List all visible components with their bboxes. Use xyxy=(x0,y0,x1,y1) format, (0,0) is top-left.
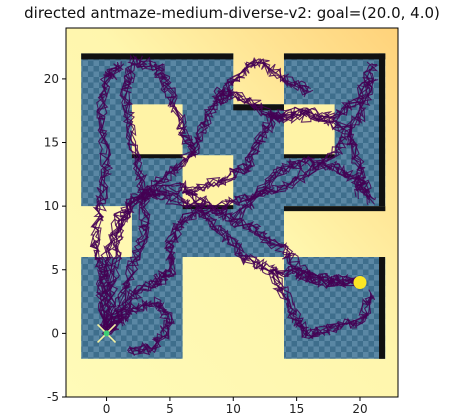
trajectory-line xyxy=(231,157,369,221)
trajectory-series xyxy=(89,54,379,357)
y-tick-label: 0 xyxy=(51,326,59,340)
x-tick-label: 15 xyxy=(289,402,304,416)
maze-wall-shadow xyxy=(81,53,234,60)
x-tick-label: 5 xyxy=(166,402,174,416)
y-tick-label: -5 xyxy=(47,390,59,404)
y-tick-label: 20 xyxy=(44,72,59,86)
goal-marker xyxy=(353,275,367,289)
trajectory-line xyxy=(230,155,377,220)
trajectory-line xyxy=(91,63,124,334)
y-tick-label: 15 xyxy=(44,136,59,150)
maze-wall-shadow xyxy=(131,154,183,159)
y-tick-label: 5 xyxy=(51,263,59,277)
trajectory-line xyxy=(106,79,379,334)
trajectory-line xyxy=(233,156,375,220)
maze-wall-shadow xyxy=(378,53,385,207)
trajectory-line xyxy=(269,269,372,339)
trajectory-line xyxy=(103,300,173,356)
trajectory-line xyxy=(91,61,120,334)
maze-wall-shadow xyxy=(283,154,335,159)
maze-wall-shadow xyxy=(378,257,385,359)
trajectory-line xyxy=(268,269,373,338)
trajectory-line xyxy=(105,69,150,336)
trajectory-line xyxy=(105,64,151,336)
axes: 0 5 10 15 20 -5 0 5 10 15 20 xyxy=(44,27,399,416)
trajectory-line xyxy=(104,62,150,336)
trajectory-line xyxy=(220,58,311,105)
trajectory-line xyxy=(105,189,361,334)
trajectory-line xyxy=(106,76,374,334)
maze-wall-shadow xyxy=(233,104,284,111)
trajectory-line xyxy=(182,106,366,200)
trajectory-line xyxy=(233,157,372,220)
y-tick-label: 10 xyxy=(44,199,59,213)
trajectory-line xyxy=(144,63,373,196)
x-tick-label: 10 xyxy=(226,402,241,416)
trajectory-line xyxy=(96,181,358,334)
maze-wall-shadow xyxy=(283,53,386,60)
chart-title: directed antmaze-medium-diverse-v2: goal… xyxy=(24,4,440,22)
x-tick-label: 0 xyxy=(103,402,111,416)
maze-wall-shadow xyxy=(283,206,386,212)
start-marker xyxy=(103,330,110,337)
trajectory-line xyxy=(129,54,196,156)
x-tick-label: 20 xyxy=(352,402,367,416)
trajectory-line xyxy=(103,190,356,334)
maze-wall-block xyxy=(131,104,183,156)
markers xyxy=(96,275,367,343)
trajectory-line xyxy=(104,80,373,334)
trajectory-line xyxy=(218,56,311,105)
trajectory-line xyxy=(182,107,364,195)
trajectory-line xyxy=(127,55,198,156)
plot-frame xyxy=(65,27,399,398)
trajectory-line xyxy=(130,56,196,156)
trajectory-line xyxy=(144,70,375,194)
